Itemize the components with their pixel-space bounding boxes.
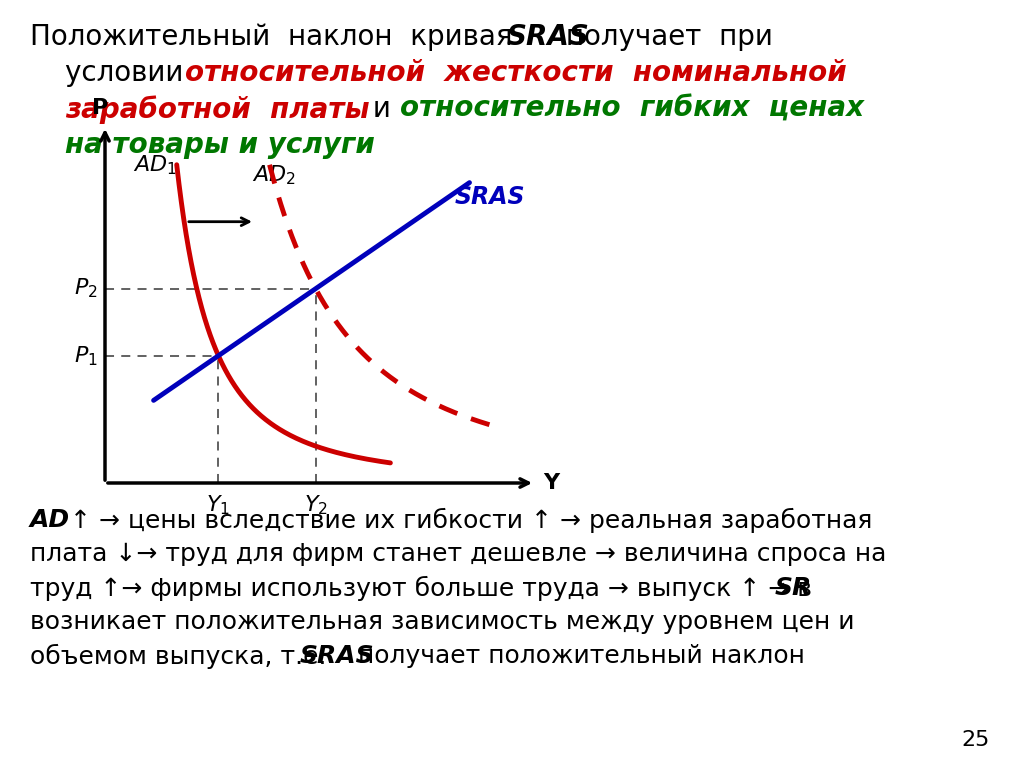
- Text: Положительный  наклон  кривая: Положительный наклон кривая: [30, 23, 521, 51]
- Text: на товары и услуги: на товары и услуги: [65, 131, 375, 159]
- Text: получает положительный наклон: получает положительный наклон: [350, 644, 805, 668]
- Text: 25: 25: [962, 730, 990, 750]
- Text: $P_2$: $P_2$: [75, 277, 98, 300]
- Text: объемом выпуска, т.е.: объемом выпуска, т.е.: [30, 644, 335, 669]
- Text: относительно  гибких  ценах: относительно гибких ценах: [400, 95, 864, 123]
- Text: $P_1$: $P_1$: [74, 344, 98, 368]
- Text: получает  при: получает при: [557, 23, 773, 51]
- Text: относительной  жесткости  номинальной: относительной жесткости номинальной: [185, 59, 847, 87]
- Text: Y: Y: [543, 473, 559, 493]
- Text: SRAS: SRAS: [507, 23, 590, 51]
- Text: $Y_1$: $Y_1$: [207, 493, 230, 517]
- Text: ↑ → цены вследствие их гибкости ↑ → реальная заработная: ↑ → цены вследствие их гибкости ↑ → реал…: [62, 508, 872, 533]
- Text: SR: SR: [775, 576, 812, 600]
- Text: SRAS: SRAS: [300, 644, 375, 668]
- Text: и: и: [364, 95, 399, 123]
- Text: P: P: [92, 98, 109, 118]
- Text: SRAS: SRAS: [455, 184, 524, 209]
- Text: $Y_2$: $Y_2$: [304, 493, 328, 517]
- Text: $AD_1$: $AD_1$: [133, 153, 177, 177]
- Text: $AD_2$: $AD_2$: [252, 163, 296, 187]
- Text: труд ↑→ фирмы используют больше труда → выпуск ↑ → в: труд ↑→ фирмы используют больше труда → …: [30, 576, 820, 601]
- Text: плата ↓→ труд для фирм станет дешевле → величина спроса на: плата ↓→ труд для фирм станет дешевле → …: [30, 542, 887, 566]
- Text: заработной  платы: заработной платы: [65, 95, 370, 124]
- Text: AD: AD: [30, 508, 70, 532]
- Text: возникает положительная зависимость между уровнем цен и: возникает положительная зависимость межд…: [30, 610, 854, 634]
- Text: условии: условии: [65, 59, 193, 87]
